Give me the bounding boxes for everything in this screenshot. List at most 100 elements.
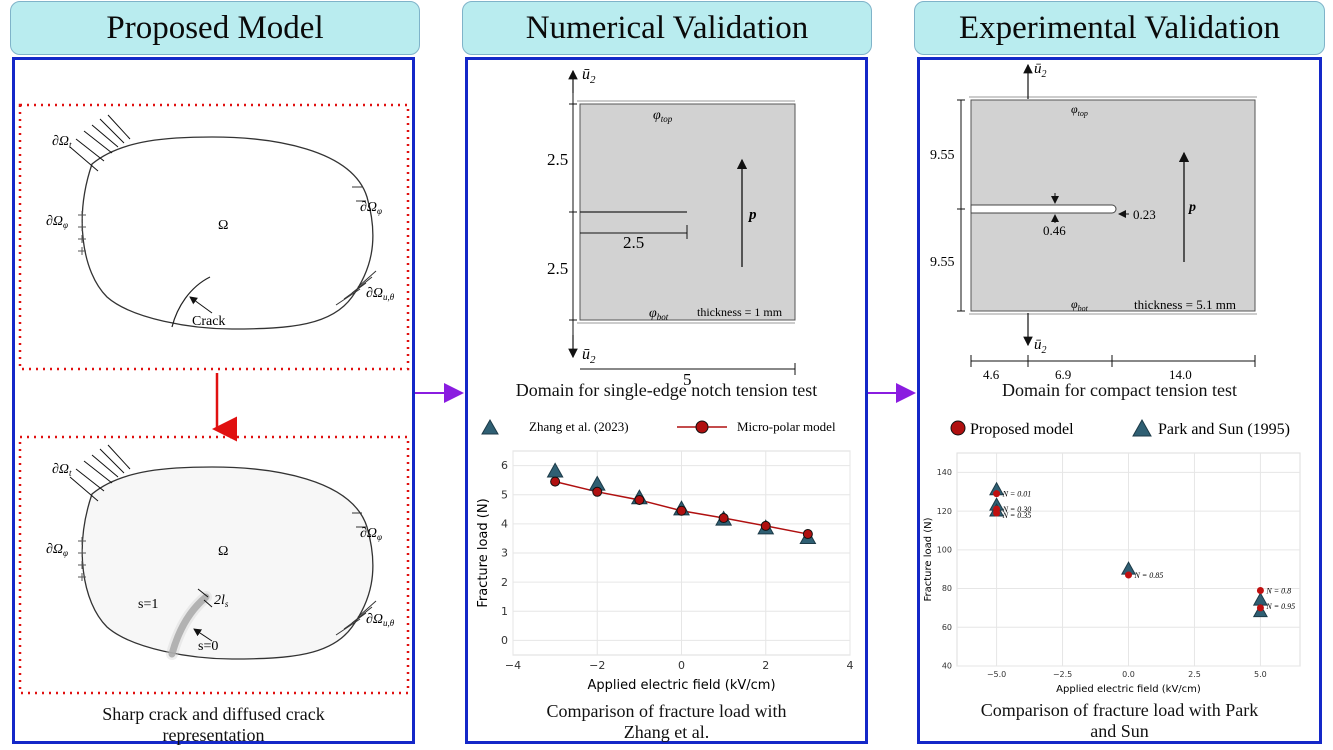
proposed-model-point bbox=[993, 490, 1001, 498]
micro-polar-point bbox=[718, 513, 729, 524]
y-tick-label: 3 bbox=[501, 547, 508, 560]
caption-ct-domain: Domain for compact tension test bbox=[1002, 380, 1237, 400]
micro-polar-point bbox=[634, 494, 645, 505]
x-tick-label: −5.0 bbox=[987, 670, 1006, 679]
ct-domain-diagram: ū2 ū2 φtop φbot 9.55 9.55 0.46 0.23 p th… bbox=[930, 61, 1257, 382]
micro-polar-point bbox=[550, 476, 561, 487]
ct-polarization: p bbox=[1188, 200, 1196, 215]
svg-text:ū2: ū2 bbox=[1034, 337, 1047, 356]
ct-notch bbox=[970, 204, 1117, 214]
traction-arrows bbox=[69, 114, 131, 172]
micro-polar-point bbox=[760, 520, 771, 531]
y-tick-label: 0 bbox=[501, 634, 508, 647]
x-tick-label: 0 bbox=[678, 659, 685, 672]
y-tick-label: 140 bbox=[937, 468, 952, 477]
y-tick-label: 80 bbox=[942, 584, 952, 593]
legend-circle-marker bbox=[695, 420, 709, 434]
sharp-crack bbox=[171, 276, 211, 328]
svg-text:Proposed model: Proposed model bbox=[970, 421, 1074, 438]
legend-park-sun: Proposed model Park and Sun (1995) bbox=[950, 418, 1290, 438]
y-tick-label: 100 bbox=[937, 545, 952, 554]
x-tick-label: 5.0 bbox=[1254, 670, 1267, 679]
diffused-crack bbox=[168, 593, 210, 658]
potential-bc-marks bbox=[78, 211, 86, 255]
micro-polar-point bbox=[676, 505, 687, 516]
ct-w1: 4.6 bbox=[983, 367, 1000, 382]
caption-zhang-comparison: Comparison of fracture load with Zhang e… bbox=[546, 701, 787, 742]
svg-text:ū2: ū2 bbox=[582, 66, 596, 86]
sent-dim-bottom: 2.5 bbox=[547, 259, 568, 278]
n-annotation: N = 0.8 bbox=[1265, 586, 1291, 595]
crack-label: Crack bbox=[192, 314, 225, 329]
x-tick-label: −2 bbox=[589, 659, 605, 672]
header-experimental-validation: Experimental Validation bbox=[914, 1, 1325, 55]
ct-w2: 6.9 bbox=[1055, 367, 1071, 382]
svg-text:Zhang et al. (2023): Zhang et al. (2023) bbox=[529, 419, 629, 434]
svg-text:∂Ωt: ∂Ωt bbox=[52, 134, 72, 150]
x-tick-label: 4 bbox=[847, 659, 854, 672]
caption-sharp-diffused: Sharp crack and diffused crack represent… bbox=[102, 704, 325, 745]
svg-text:∂Ωφ: ∂Ωφ bbox=[360, 200, 382, 216]
y-axis-label: Fracture load (N) bbox=[476, 498, 491, 607]
n-annotation: N = 0.35 bbox=[1002, 511, 1032, 520]
sent-dim-top: 2.5 bbox=[547, 150, 568, 169]
sent-width: 5 bbox=[683, 370, 692, 389]
caption-sent-domain: Domain for single-edge notch tension tes… bbox=[515, 380, 818, 400]
sent-notch-length: 2.5 bbox=[623, 233, 644, 252]
caption-park-sun-comparison: Comparison of fracture load with Park an… bbox=[980, 700, 1259, 741]
domain-outline-top bbox=[81, 136, 374, 330]
chart-zhang-comparison: −4 −2 0 2 4 0 1 2 3 4 5 6 Applied electric field (kV… bbox=[476, 450, 854, 693]
n-annotation: N = 0.85 bbox=[1134, 571, 1164, 580]
x-axis-label: Applied electric field (kV/cm) bbox=[1056, 684, 1201, 695]
proposed-model-point bbox=[993, 509, 1001, 517]
n-annotation: N = 0.30 bbox=[1002, 505, 1032, 514]
micro-polar-point bbox=[802, 529, 813, 540]
chart-park-sun-comparison: −5.0 −2.5 0.0 2.5 5.0 40 60 80 100 120 140 Applied … bbox=[923, 452, 1301, 695]
svg-text:φtop: φtop bbox=[1071, 102, 1088, 118]
s1-label: s=1 bbox=[138, 597, 158, 612]
y-tick-label: 6 bbox=[501, 459, 508, 472]
proposed-model-point bbox=[1125, 571, 1132, 579]
svg-text:∂Ωφ: ∂Ωφ bbox=[46, 542, 68, 558]
x-tick-label: −2.5 bbox=[1053, 670, 1072, 679]
svg-text:∂Ωu,θ: ∂Ωu,θ bbox=[366, 286, 395, 302]
svg-text:Park and Sun (1995): Park and Sun (1995) bbox=[1158, 421, 1290, 438]
y-tick-label: 40 bbox=[942, 662, 952, 671]
n-annotation: N = 0.01 bbox=[1002, 490, 1032, 499]
domain-outline-bottom bbox=[81, 466, 374, 660]
svg-text:∂Ωt: ∂Ωt bbox=[52, 462, 72, 478]
x-tick-label: 2.5 bbox=[1188, 670, 1201, 679]
ct-dim-top: 9.55 bbox=[930, 148, 955, 163]
sent-thickness: thickness = 1 mm bbox=[697, 305, 783, 319]
svg-text:Micro-polar model: Micro-polar model bbox=[737, 419, 836, 434]
omega-label: Ω bbox=[218, 218, 228, 233]
ct-dim-bottom: 9.55 bbox=[930, 255, 955, 270]
svg-text:ū2: ū2 bbox=[1034, 61, 1047, 80]
svg-text:φbot: φbot bbox=[1071, 297, 1089, 313]
svg-text:φtop: φtop bbox=[653, 108, 673, 124]
s0-label: s=0 bbox=[198, 639, 218, 654]
y-tick-label: 120 bbox=[937, 507, 952, 516]
ct-tip: 0.23 bbox=[1133, 207, 1156, 222]
ct-w3: 14.0 bbox=[1169, 367, 1192, 382]
proposed-model-point bbox=[1256, 604, 1264, 612]
svg-text:∂Ωu,θ: ∂Ωu,θ bbox=[366, 612, 395, 628]
x-axis-label: Applied electric field (kV/cm) bbox=[587, 678, 775, 693]
legend-zhang: Zhang et al. (2023) Micro-polar model bbox=[481, 418, 836, 435]
y-tick-label: 2 bbox=[501, 576, 508, 589]
svg-text:ū2: ū2 bbox=[582, 346, 596, 366]
x-tick-label: −4 bbox=[505, 659, 521, 672]
header-numerical-validation: Numerical Validation bbox=[462, 1, 872, 55]
displacement-bc-hatch bbox=[335, 270, 377, 306]
polarization-label: p bbox=[747, 207, 757, 223]
sharp-crack-diagram: ∂Ωt ∂Ωφ Ω ∂Ωφ ∂Ωu,θ Crack ∂Ωt ∂Ωφ Ω ∂Ωφ … bbox=[18, 103, 410, 695]
sent-domain-diagram: ū2 ū2 φtop φbot 2.5 2.5 2.5 5 p thicknes… bbox=[547, 66, 796, 389]
ct-gap: 0.46 bbox=[1043, 223, 1066, 238]
x-tick-label: 2 bbox=[762, 659, 769, 672]
y-axis-label: Fracture load (N) bbox=[923, 517, 934, 601]
y-tick-label: 1 bbox=[501, 605, 508, 618]
svg-text:Ω: Ω bbox=[218, 544, 228, 559]
svg-text:∂Ωφ: ∂Ωφ bbox=[360, 526, 382, 542]
y-tick-label: 5 bbox=[501, 488, 508, 501]
x-tick-label: 0.0 bbox=[1122, 670, 1135, 679]
